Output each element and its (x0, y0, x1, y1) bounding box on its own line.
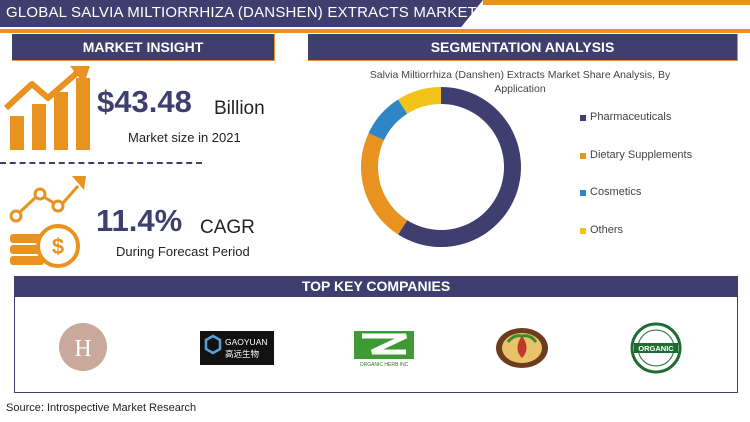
legend-swatch (580, 227, 586, 234)
section-divider (0, 162, 202, 164)
market-size-caption: Market size in 2021 (128, 130, 241, 145)
cagr-unit: CAGR (200, 217, 255, 238)
svg-text:$: $ (52, 234, 64, 259)
legend-label: Cosmetics (590, 186, 642, 198)
donut-slice-dietary-supplements (361, 132, 408, 235)
organic-herb-logo: ORGANIC HERB INC (354, 331, 414, 368)
legend-label: Pharmaceuticals (590, 111, 672, 123)
legend-label: Others (590, 223, 624, 236)
cagr-caption: During Forecast Period (116, 244, 250, 259)
market-size-unit: Billion (214, 98, 265, 119)
segmentation-heading: SEGMENTATION ANALYSIS (308, 34, 738, 61)
legend-swatch (580, 115, 586, 121)
herbal-emblem-logo (496, 328, 548, 368)
page-title: GLOBAL SALVIA MILTIORRHIZA (DANSHEN) EXT… (6, 4, 478, 21)
money-growth-icon: $ (9, 176, 86, 268)
market-insight-heading: MARKET INSIGHT (12, 34, 275, 61)
title-banner (0, 0, 483, 27)
legend-swatch (580, 152, 586, 159)
gaoyuan-logo: GAOYUAN 高远生物 (200, 331, 274, 365)
accent-divider (0, 29, 750, 33)
gaoyuan-logo-name: GAOYUAN (225, 337, 268, 347)
chart-title: Salvia Miltiorrhiza (Danshen) Extracts M… (369, 69, 671, 95)
companies-heading: TOP KEY COMPANIES (14, 276, 738, 297)
h-logo-letter: H (74, 336, 91, 362)
growth-bar-1 (10, 116, 24, 150)
gaoyuan-logo-sub: 高远生物 (225, 349, 260, 360)
donut-slice-others (398, 87, 441, 114)
organic-seal-text: ORGANIC (638, 344, 674, 353)
growth-bar-3 (54, 92, 68, 150)
market-size-value: $43.48 (97, 84, 192, 119)
h-monogram-logo: H (59, 323, 107, 371)
growth-bar-2 (32, 104, 46, 150)
organic-seal-logo: ORGANIC (630, 322, 682, 374)
legend-label: Dietary Supplements (590, 148, 693, 161)
cagr-value: 11.4% (96, 203, 183, 238)
growth-arrow (4, 69, 80, 111)
legend-swatch (580, 190, 586, 196)
source-note: Source: Introspective Market Research (6, 402, 197, 414)
organic-herb-logo-name: ORGANIC HERB INC (360, 362, 409, 368)
growth-bar-4 (76, 78, 90, 150)
donut-slice-cosmetics (368, 99, 408, 141)
donut-slice-pharmaceuticals (398, 87, 521, 247)
donut-chart (361, 87, 521, 247)
growth-chart-icon (4, 66, 90, 150)
accent-bar-top (483, 0, 750, 5)
